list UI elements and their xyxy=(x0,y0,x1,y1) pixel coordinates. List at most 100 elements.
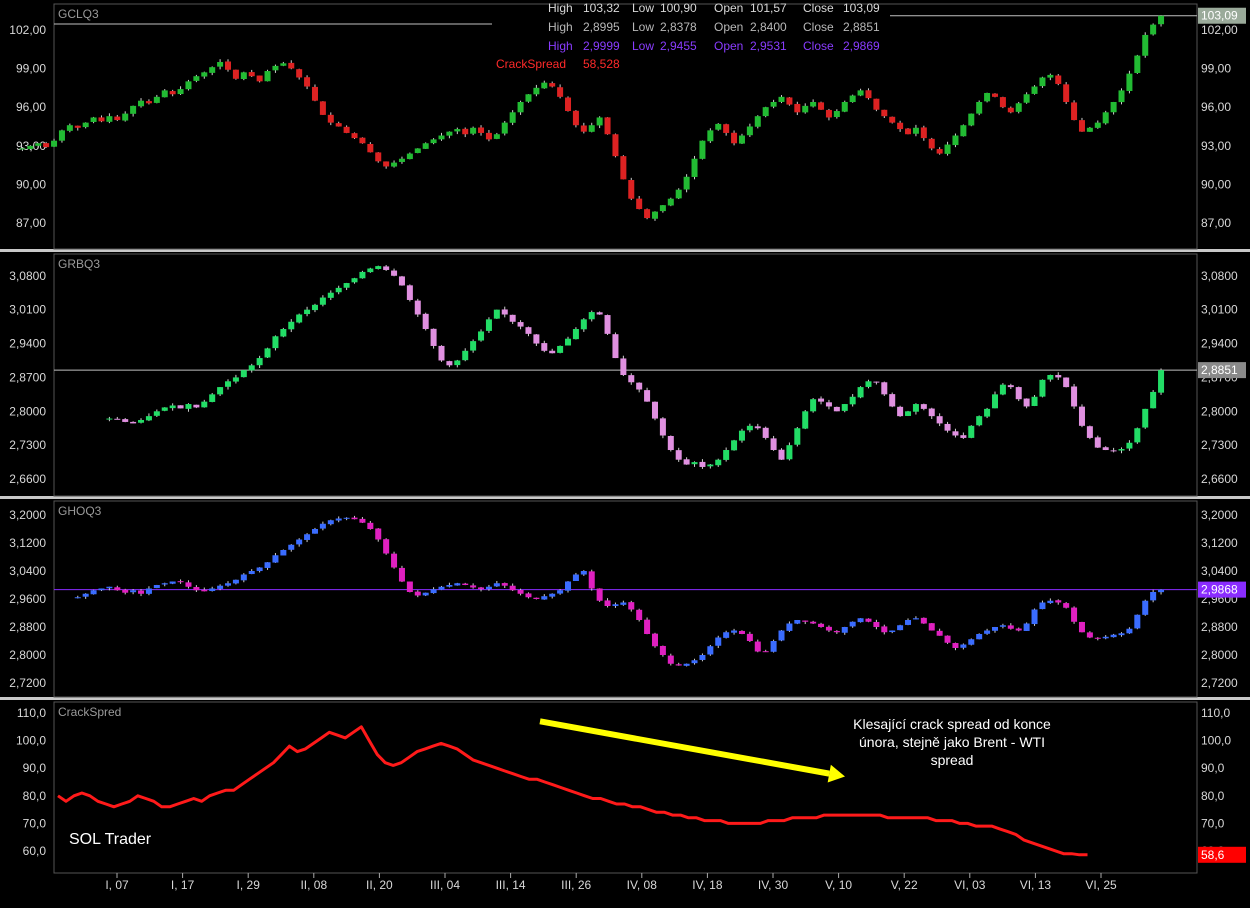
candle-body xyxy=(565,338,572,346)
candle-body xyxy=(19,148,26,150)
candle-body xyxy=(161,583,168,585)
candle-body xyxy=(818,398,825,402)
candle-body xyxy=(770,641,777,652)
candle-body xyxy=(841,404,848,411)
candle-body xyxy=(810,621,817,624)
candle-body xyxy=(35,143,42,146)
candle-body xyxy=(675,664,682,666)
candle-body xyxy=(588,312,595,320)
candle-body xyxy=(691,660,698,664)
y-tick-right-2: 3,0400 xyxy=(1201,564,1238,578)
candle-body xyxy=(675,189,682,199)
candle-body xyxy=(557,345,564,353)
candle-body xyxy=(177,405,184,409)
candle-body xyxy=(138,590,145,594)
candle-body xyxy=(984,408,991,417)
candle-body xyxy=(485,586,492,590)
candle-body xyxy=(422,143,429,149)
candle-body xyxy=(517,322,524,327)
candle-body xyxy=(161,90,168,98)
candle-body xyxy=(209,394,216,402)
candle-body xyxy=(145,101,152,104)
candle-body xyxy=(580,125,587,132)
y-tick-right-0: 3,0800 xyxy=(1201,269,1238,283)
y-tick-left-3: 80,0 xyxy=(23,789,47,803)
candle-body xyxy=(857,90,864,96)
candle-body xyxy=(897,122,904,130)
y-tick-right-1: 100,0 xyxy=(1201,734,1231,748)
candle-body xyxy=(810,399,817,412)
candle-body xyxy=(375,528,382,540)
candle-body xyxy=(264,348,271,358)
candle-body xyxy=(778,630,785,641)
candle-body xyxy=(1086,426,1093,438)
candle-body xyxy=(1078,621,1085,633)
x-tick-6: III, 14 xyxy=(496,878,526,892)
candle-body xyxy=(272,336,279,349)
candle-body xyxy=(1086,632,1093,638)
candle-body xyxy=(232,377,239,382)
candle-body xyxy=(446,585,453,587)
y-tick-right-3: 93,00 xyxy=(1201,139,1231,153)
y-tick-left-1: 3,1200 xyxy=(9,536,46,550)
candle-body xyxy=(1134,428,1141,443)
candle-body xyxy=(406,285,413,300)
candle-body xyxy=(699,655,706,660)
candle-body xyxy=(383,266,390,270)
candle-body xyxy=(1039,379,1046,397)
candle-body xyxy=(272,65,279,71)
candle-body xyxy=(754,641,761,652)
candle-body xyxy=(493,309,500,319)
panel-separator-0[interactable] xyxy=(0,249,1250,252)
candle-body xyxy=(58,130,65,141)
candle-body xyxy=(1015,387,1022,400)
candle-body xyxy=(746,633,753,641)
candle-body xyxy=(565,97,572,112)
candle-body xyxy=(999,384,1006,395)
y-tick-left-6: 2,6600 xyxy=(9,472,46,486)
candle-body xyxy=(659,645,666,655)
candle-body xyxy=(446,131,453,136)
candle-body xyxy=(960,435,967,438)
candle-body xyxy=(248,365,255,371)
candle-body xyxy=(256,75,263,82)
candle-body xyxy=(999,97,1006,108)
last-price-box-1 xyxy=(1198,362,1246,379)
y-tick-left-2: 3,0400 xyxy=(9,564,46,578)
panel-separator-2[interactable] xyxy=(0,697,1250,700)
y-tick-left-4: 90,00 xyxy=(16,178,46,192)
candle-body xyxy=(991,394,999,409)
candle-body xyxy=(746,425,753,431)
candle-body xyxy=(1102,447,1109,451)
y-tick-right-1: 99,00 xyxy=(1201,61,1231,75)
y-tick-left-4: 70,0 xyxy=(23,816,47,830)
panel-separator-1[interactable] xyxy=(0,496,1250,499)
candle-body xyxy=(367,268,374,273)
candle-body xyxy=(327,520,334,525)
y-tick-left-1: 99,00 xyxy=(16,61,46,75)
candle-body xyxy=(912,404,919,412)
y-tick-right-4: 70,0 xyxy=(1201,816,1225,830)
candle-body xyxy=(288,321,295,330)
candle-body xyxy=(153,96,160,103)
candle-body xyxy=(153,585,160,589)
candle-body xyxy=(833,406,840,412)
candle-body xyxy=(533,597,540,599)
candle-body xyxy=(343,517,350,519)
candle-body xyxy=(470,341,477,351)
candle-body xyxy=(659,418,666,436)
candle-body xyxy=(391,270,398,276)
candle-body xyxy=(327,114,334,123)
candle-body xyxy=(1158,589,1165,593)
candle-body xyxy=(509,314,516,322)
y-tick-left-2: 2,9400 xyxy=(9,337,46,351)
candle-body xyxy=(557,590,564,594)
ohlc-row-0-cell-3: 100,90 xyxy=(660,1,697,15)
last-price-box-2 xyxy=(1198,581,1246,598)
candle-body xyxy=(438,586,445,590)
candle-body xyxy=(920,404,927,409)
candle-body xyxy=(319,101,326,115)
candle-body xyxy=(968,639,975,645)
candle-body xyxy=(1102,636,1109,639)
candle-body xyxy=(588,125,595,132)
